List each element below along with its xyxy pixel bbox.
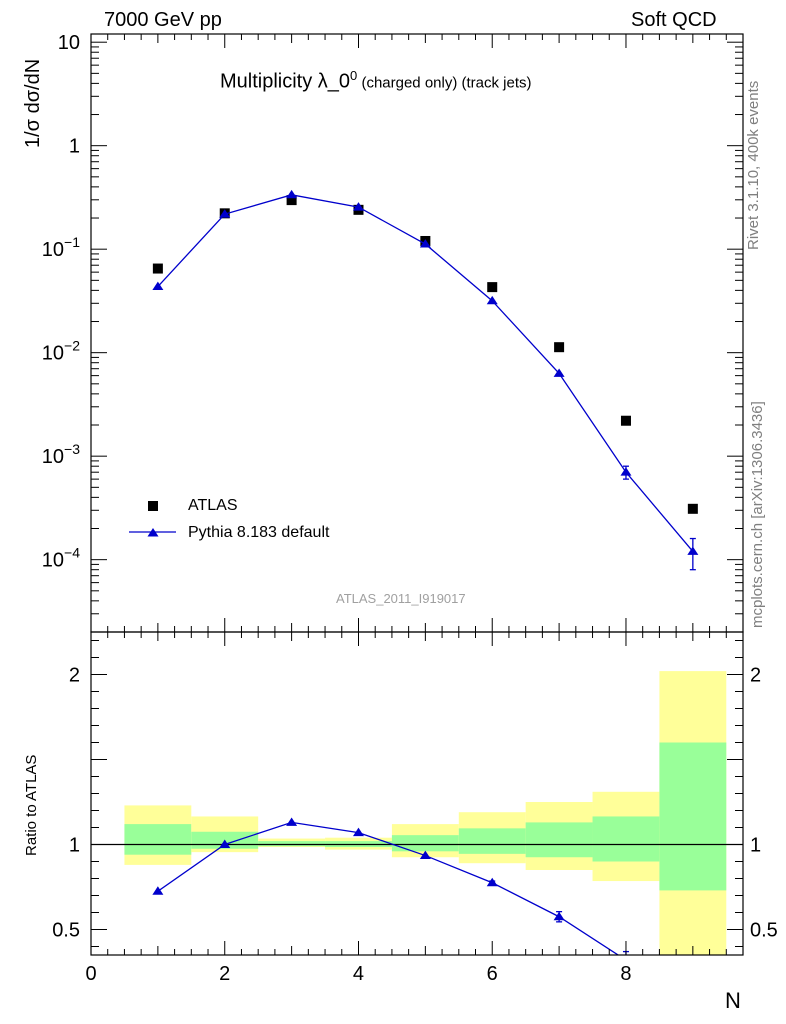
legend-label-pythia: Pythia 8.183 default: [188, 524, 330, 541]
pythia-data-point: [152, 281, 164, 291]
ratio-y-axis-label: Ratio to ATLAS: [23, 754, 40, 856]
ratio-data-point: [219, 839, 231, 848]
pythia-line: [157, 194, 694, 552]
x-tick-label: 0: [85, 963, 96, 985]
atlas-data-point: [487, 282, 498, 293]
pythia-data-point: [286, 189, 298, 199]
pythia-data-point: [419, 239, 431, 248]
pythia-data-point: [219, 209, 231, 218]
main-y-axis-label: 1/σ dσ/dN: [22, 58, 44, 148]
chart-title-superscript: 0: [350, 68, 358, 83]
main-y-tick-label: 10−1: [42, 234, 80, 261]
x-tick-label: 2: [219, 963, 230, 985]
source-citation-label: mcplots.cern.ch [arXiv:1306.3436]: [749, 401, 766, 628]
band-green-bin: [525, 822, 593, 858]
ratio-y-tick-label-left: 0.5: [52, 920, 80, 942]
ratio-uncertainty-bands: [124, 671, 727, 955]
ratio-y-tick-label-left: 2: [69, 665, 80, 687]
x-tick-label: 4: [353, 963, 364, 985]
rivet-version-label: Rivet 3.1.10, 400k events: [745, 80, 762, 250]
pythia-data-point: [620, 467, 632, 476]
ratio-y-tick-label-right: 1: [750, 835, 761, 857]
legend-atlas-marker: [148, 501, 158, 511]
main-y-tick-label: 10−2: [42, 338, 80, 365]
legend-marks: [129, 501, 176, 537]
ratio-data-point: [286, 817, 298, 826]
ratio-data-point: [419, 850, 431, 860]
chart-title-main: Multiplicity λ_0: [220, 70, 351, 93]
ratio-data-point: [486, 877, 498, 887]
band-green-bin: [391, 835, 459, 852]
band-green-bin: [659, 742, 727, 891]
atlas-data-point: [554, 342, 565, 353]
tick-labels: 10−4 10−3 10−2 10−1 1 10 0.5 0.5 1 1 2 2 0 2 4 6 8: [42, 32, 778, 985]
chart-title: Multiplicity λ_00 (charged only) (track …: [220, 68, 532, 94]
atlas-data-point: [687, 503, 698, 514]
axis-ticks: [90, 34, 744, 955]
band-green-bin: [124, 824, 192, 855]
legend-label-atlas: ATLAS: [188, 497, 238, 514]
header-category-label: Soft QCD: [631, 9, 717, 31]
x-tick-label: 6: [487, 963, 498, 985]
main-y-tick-label: 1: [69, 136, 80, 158]
ratio-data-point: [152, 886, 164, 895]
main-panel-frame: [90, 33, 744, 633]
chart-title-subtitle: (charged only) (track jets): [357, 74, 532, 92]
main-y-tick-label: 10: [58, 32, 80, 54]
ratio-series-clipped: [152, 817, 629, 955]
main-y-tick-label: 10−3: [42, 441, 80, 468]
ratio-pythia-line: [157, 821, 620, 955]
pythia-data-point: [687, 546, 699, 555]
ratio-y-tick-label-left: 1: [69, 835, 80, 857]
band-green-bin: [458, 828, 526, 854]
band-green-bin: [258, 841, 326, 847]
ratio-series-layer: [152, 817, 629, 955]
main-series-layer: [152, 189, 699, 571]
x-axis-label: N: [725, 988, 741, 1013]
pythia-data-point: [486, 295, 498, 305]
x-tick-label: 8: [620, 963, 631, 985]
header-energy-label: 7000 GeV pp: [104, 9, 222, 31]
ratio-data-point: [352, 827, 364, 837]
analysis-label: ATLAS_2011_I919017: [336, 591, 466, 606]
ratio-y-tick-label-right: 2: [750, 665, 761, 687]
ratio-y-tick-label-right: 0.5: [750, 920, 778, 942]
pythia-data-point: [553, 368, 565, 377]
legend-pythia-marker: [147, 528, 159, 537]
atlas-data-point: [620, 415, 631, 426]
band-green-bin: [592, 816, 660, 862]
atlas-data-point: [152, 263, 163, 274]
atlas-data-point: [286, 195, 297, 206]
ratio-data-point: [553, 911, 565, 921]
pythia-data-point: [352, 202, 364, 211]
main-y-tick-label: 10−4: [42, 545, 80, 572]
